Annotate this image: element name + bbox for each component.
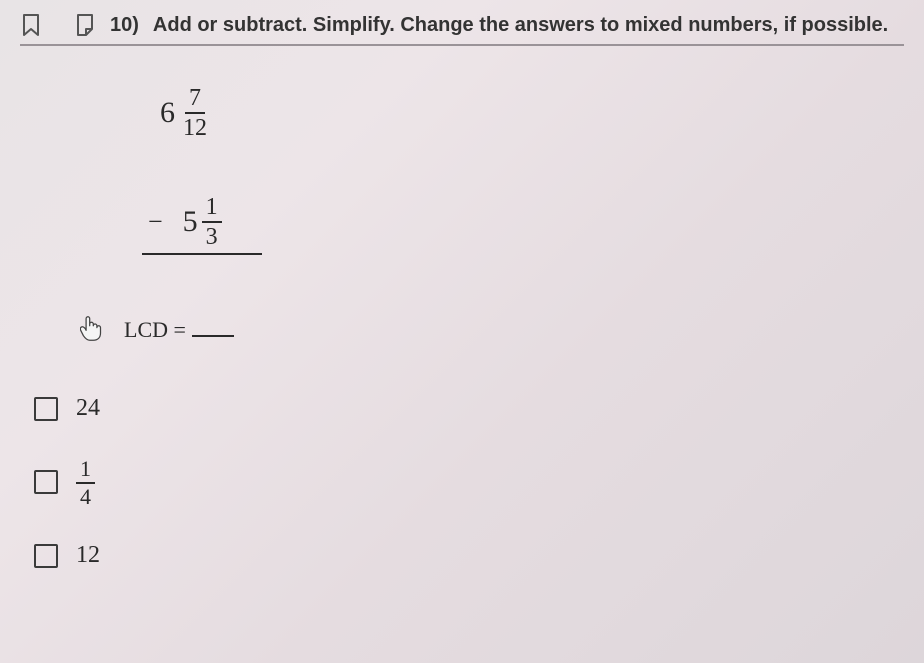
subtrahend-whole: 5 — [183, 205, 198, 239]
option-2-label: 1 4 — [76, 456, 95, 508]
subtrahend-denominator: 3 — [202, 223, 222, 249]
minuend-whole: 6 — [160, 96, 175, 130]
answer-options: 24 1 4 12 — [34, 395, 904, 569]
option-2-checkbox[interactable] — [34, 470, 58, 494]
question-number: 10) — [110, 14, 139, 37]
option-3-label: 12 — [76, 542, 100, 569]
hand-cursor-icon — [80, 315, 106, 345]
option-3-checkbox[interactable] — [34, 544, 58, 568]
question-header: 10) Add or subtract. Simplify. Change th… — [20, 12, 904, 46]
minuend: 6 7 12 — [160, 86, 211, 140]
option-3: 12 — [34, 542, 904, 569]
minuend-numerator: 7 — [185, 86, 205, 114]
option-2: 1 4 — [34, 456, 904, 508]
option-1-label: 24 — [76, 395, 100, 422]
lcd-blank[interactable] — [192, 335, 234, 337]
minuend-denominator: 12 — [179, 114, 211, 140]
operator-minus: − — [148, 207, 163, 237]
note-icon[interactable] — [74, 12, 96, 38]
lcd-prompt: LCD = — [124, 317, 234, 343]
option-1: 24 — [34, 395, 904, 422]
option-1-checkbox[interactable] — [34, 397, 58, 421]
problem-area: 6 7 12 − 5 1 3 — [160, 86, 904, 255]
option-2-numerator: 1 — [76, 458, 95, 484]
bookmark-icon[interactable] — [20, 12, 42, 38]
lcd-row: LCD = — [80, 315, 904, 345]
option-2-denominator: 4 — [76, 484, 95, 508]
subtrahend: 5 1 3 — [183, 195, 222, 249]
subtrahend-numerator: 1 — [202, 195, 222, 223]
question-text: Add or subtract. Simplify. Change the an… — [153, 14, 888, 37]
lcd-label: LCD = — [124, 317, 186, 342]
